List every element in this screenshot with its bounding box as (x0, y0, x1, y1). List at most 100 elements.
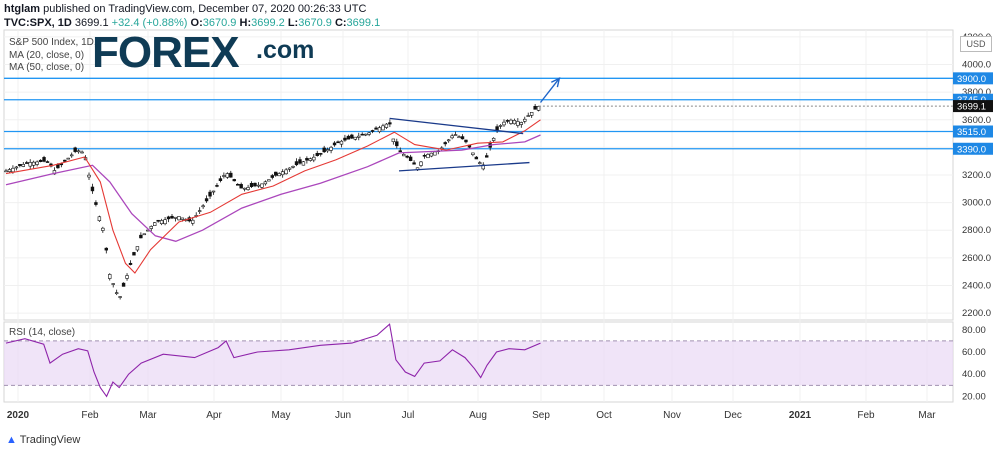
candle-body (381, 125, 385, 131)
candle-body (485, 155, 489, 158)
level-label-bg (953, 142, 993, 155)
candle-body (94, 202, 98, 205)
candle-body (66, 157, 70, 160)
candle-body (443, 142, 447, 145)
candle-body (360, 133, 364, 136)
candle-body (170, 215, 174, 219)
candle-body (101, 227, 105, 231)
candle-body (256, 184, 261, 187)
candle-body (14, 166, 19, 169)
candle-body (315, 152, 319, 156)
legend-rsi[interactable]: RSI (14, close) (9, 327, 76, 338)
candle-body (232, 179, 236, 182)
symbol-label: TVC:SPX, 1D (4, 17, 72, 29)
candle-body (173, 216, 178, 219)
candle-body (408, 156, 413, 161)
candle-body (25, 162, 29, 164)
candle-body (135, 246, 140, 251)
candle-body (529, 112, 534, 116)
last-price-label: 3699.1 (957, 102, 986, 113)
candle-body (166, 216, 171, 220)
currency-button[interactable]: USD (960, 36, 992, 52)
candle-body (132, 252, 136, 256)
ma50-line (5, 134, 541, 242)
candle-body (142, 233, 147, 236)
candle-body (498, 125, 503, 127)
candle-body (377, 127, 382, 133)
candle-body (128, 262, 133, 265)
candle-body (153, 222, 157, 226)
footer-brand: TradingView (19, 434, 81, 446)
candle-body (536, 106, 541, 111)
candle-body (211, 190, 216, 193)
y-tick-label: 4000.0 (962, 60, 991, 71)
candle-body (125, 275, 129, 279)
candle-body (322, 147, 326, 153)
candle-body (7, 169, 12, 172)
high-label: H: (239, 17, 252, 29)
candle-body (121, 282, 126, 287)
level-label-bg (953, 72, 993, 85)
candle-body (159, 220, 164, 225)
candle-body (491, 137, 496, 141)
projection-arrow-head (550, 77, 561, 88)
candle-body (319, 153, 323, 155)
x-tick-label: Jun (335, 410, 351, 421)
candle-body (339, 140, 344, 145)
legend-ma20[interactable]: MA (20, close, 0) (9, 50, 85, 61)
candle-body (90, 186, 95, 192)
candle-body (149, 226, 153, 229)
candle-body (277, 173, 281, 177)
candle-body (215, 185, 219, 187)
quote-line: TVC:SPX, 1D 3699.1 +32.4 (+0.88%) O:3670… (4, 17, 380, 29)
candle-body (450, 135, 454, 139)
x-tick-label: May (272, 410, 291, 421)
tradingview-footer[interactable]: ▲ TradingView (6, 434, 80, 446)
candle-body (114, 292, 119, 294)
x-tick-label: Oct (596, 410, 612, 421)
y-tick-label: 2200.0 (962, 308, 991, 319)
candle-body (97, 216, 102, 222)
candle-body (301, 161, 306, 166)
publisher-name[interactable]: htglam (4, 3, 41, 15)
legend-ma50[interactable]: MA (50, close, 0) (9, 62, 85, 73)
candle-body (42, 157, 46, 162)
candle-body (370, 130, 375, 132)
candle-body (267, 179, 271, 182)
candle-body (208, 191, 212, 197)
candle-body (353, 136, 357, 140)
legend-title[interactable]: S&P 500 Index, 1D, (9, 37, 97, 48)
triangle-lower-line (398, 161, 530, 172)
candle-body (246, 187, 250, 190)
candle-body (336, 141, 340, 144)
candle-body (70, 154, 74, 157)
x-tick-label: Feb (857, 410, 875, 421)
candle-body (402, 153, 406, 157)
candle-body (139, 234, 143, 239)
candle-body (457, 136, 461, 139)
y-tick-label: 2400.0 (962, 280, 991, 291)
projection-arrow (539, 77, 560, 103)
candle-body (298, 159, 302, 164)
candle-body (242, 187, 247, 190)
x-tick-label: Jul (402, 410, 415, 421)
level-label: 3515.0 (957, 127, 986, 138)
logo-suffix: .com (256, 36, 315, 64)
candle-body (446, 139, 451, 142)
level-label: 3390.0 (957, 144, 986, 155)
candle-body (471, 152, 475, 155)
candle-body (363, 133, 368, 136)
candle-body (177, 216, 181, 221)
level-label-bg (953, 125, 993, 138)
candle-body (104, 247, 108, 251)
candle-body (478, 162, 482, 164)
candle-body (367, 132, 371, 135)
candle-body (21, 164, 25, 167)
candle-body (350, 134, 354, 139)
candle-body (111, 283, 115, 285)
candle-body (249, 182, 254, 187)
candle-body (118, 296, 122, 298)
candle-body (474, 156, 479, 160)
candle-body (38, 159, 43, 162)
